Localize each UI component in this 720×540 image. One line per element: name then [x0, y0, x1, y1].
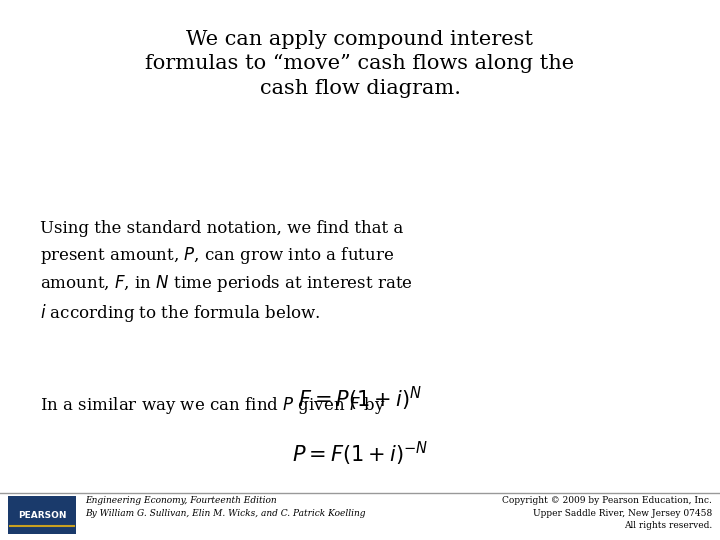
Text: In a similar way we can find $P$ given $F$ by: In a similar way we can find $P$ given $… — [40, 395, 386, 416]
Text: Using the standard notation, we find that a
present amount, $P$, can grow into a: Using the standard notation, we find tha… — [40, 220, 413, 324]
FancyBboxPatch shape — [8, 496, 76, 534]
Text: Copyright © 2009 by Pearson Education, Inc.
Upper Saddle River, New Jersey 07458: Copyright © 2009 by Pearson Education, I… — [502, 496, 712, 530]
Text: We can apply compound interest
formulas to “move” cash flows along the
cash flow: We can apply compound interest formulas … — [145, 30, 575, 98]
Text: PEARSON: PEARSON — [18, 510, 66, 519]
Text: $F = P(1+i)^{N}$: $F = P(1+i)^{N}$ — [298, 385, 422, 413]
Text: Engineering Economy, Fourteenth Edition
By William G. Sullivan, Elin M. Wicks, a: Engineering Economy, Fourteenth Edition … — [85, 496, 366, 517]
Text: $P = F(1+i)^{-N}$: $P = F(1+i)^{-N}$ — [292, 440, 428, 468]
